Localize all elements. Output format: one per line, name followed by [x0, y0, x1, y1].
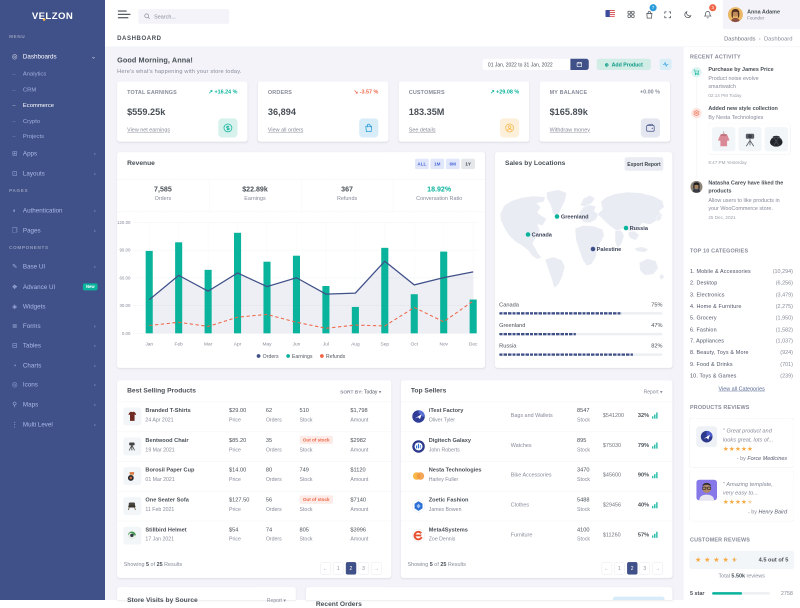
svg-text:Palestine: Palestine	[597, 247, 622, 253]
svg-text:Dec: Dec	[469, 341, 478, 347]
svg-text:Nov: Nov	[439, 341, 448, 347]
svg-text:60.00: 60.00	[119, 275, 130, 280]
svg-text:Apr: Apr	[234, 341, 242, 347]
svg-text:Oct: Oct	[411, 341, 419, 347]
svg-text:30.00: 30.00	[119, 303, 130, 308]
svg-text:Canada: Canada	[532, 232, 553, 238]
svg-text:0.00: 0.00	[122, 331, 131, 336]
svg-text:Feb: Feb	[175, 341, 184, 347]
svg-text:Mar: Mar	[204, 341, 213, 347]
svg-text:Aug: Aug	[351, 341, 360, 347]
svg-text:Jan: Jan	[145, 341, 153, 347]
svg-text:Jun: Jun	[293, 341, 301, 347]
svg-text:90.00: 90.00	[119, 248, 130, 253]
svg-text:Jul: Jul	[323, 341, 329, 347]
svg-text:Sep: Sep	[381, 341, 390, 347]
svg-text:Russia: Russia	[630, 226, 649, 232]
svg-text:May: May	[262, 341, 272, 347]
svg-text:120.00: 120.00	[117, 220, 131, 225]
svg-text:Greenland: Greenland	[561, 214, 589, 220]
